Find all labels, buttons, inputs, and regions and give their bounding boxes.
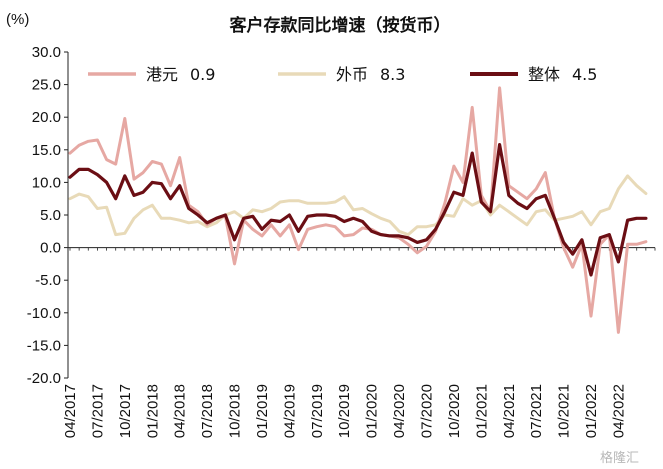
unit-label: (%) [6,11,29,28]
legend-series-value: 8.3 [380,65,405,84]
x-tick-label: 04/2017 [62,384,79,438]
y-tick-label: -15.0 [27,337,61,354]
x-tick-label: 10/2017 [117,384,134,438]
series-line-1 [68,86,648,334]
legend-series-name: 港元 [146,65,178,84]
y-tick-label: -10.0 [27,305,61,322]
y-tick-label: -5.0 [35,272,61,289]
x-tick-label: 10/2019 [336,384,353,438]
x-tick-label: 01/2020 [364,384,381,438]
legend-series-name: 外币 [336,65,368,84]
y-axis: 30.0 25.0 20.0 15.0 10.0 5.0 0.0 -5.0 -10.0 -15.0… [27,44,69,387]
y-tick-label: 10.0 [32,174,61,191]
x-tick-label: 07/2018 [199,384,216,438]
y-tick-label: 25.0 [32,77,61,94]
x-tick-label: 01/2019 [254,384,271,438]
x-tick-label: 10/2020 [446,384,463,438]
x-tick-label: 04/2021 [501,384,518,438]
x-tick-label: 07/2019 [309,384,326,438]
legend: 港元 0.9 外币 8.3 整体 4.5 [88,65,597,84]
watermark: 格隆汇 [600,450,639,466]
chart-title: 客户存款同比增速（按货币） [229,15,451,36]
x-tick-label: 07/2021 [528,384,545,438]
series-line-2 [68,174,648,237]
x-tick-label: 07/2017 [89,384,106,438]
x-tick-label: 04/2022 [610,384,627,438]
y-tick-label: 15.0 [32,142,61,159]
x-tick-label: 04/2019 [281,384,298,438]
y-tick-label: -20.0 [27,370,61,387]
series-line-3 [68,143,648,277]
x-tick-label: 01/2022 [583,384,600,438]
x-tick-label: 01/2021 [473,384,490,438]
x-tick-label: 04/2018 [172,384,189,438]
y-tick-label: 30.0 [32,44,61,61]
x-tick-label: 07/2020 [418,384,435,438]
y-tick-label: 5.0 [40,207,61,224]
legend-series-name: 整体 [528,65,560,84]
y-tick-label: 20.0 [32,109,61,126]
x-tick-label: 04/2020 [391,384,408,438]
y-tick-label: 0.0 [40,240,61,257]
x-axis: 04/2017 07/2017 10/2017 01/2018 04/2018 07/20… [62,247,656,438]
series-lines [68,86,648,334]
x-tick-label: 10/2021 [556,384,573,438]
x-tick-label: 10/2018 [227,384,244,438]
legend-series-value: 0.9 [190,65,215,84]
legend-series-value: 4.5 [572,65,597,84]
x-tick-label: 01/2018 [144,384,161,438]
